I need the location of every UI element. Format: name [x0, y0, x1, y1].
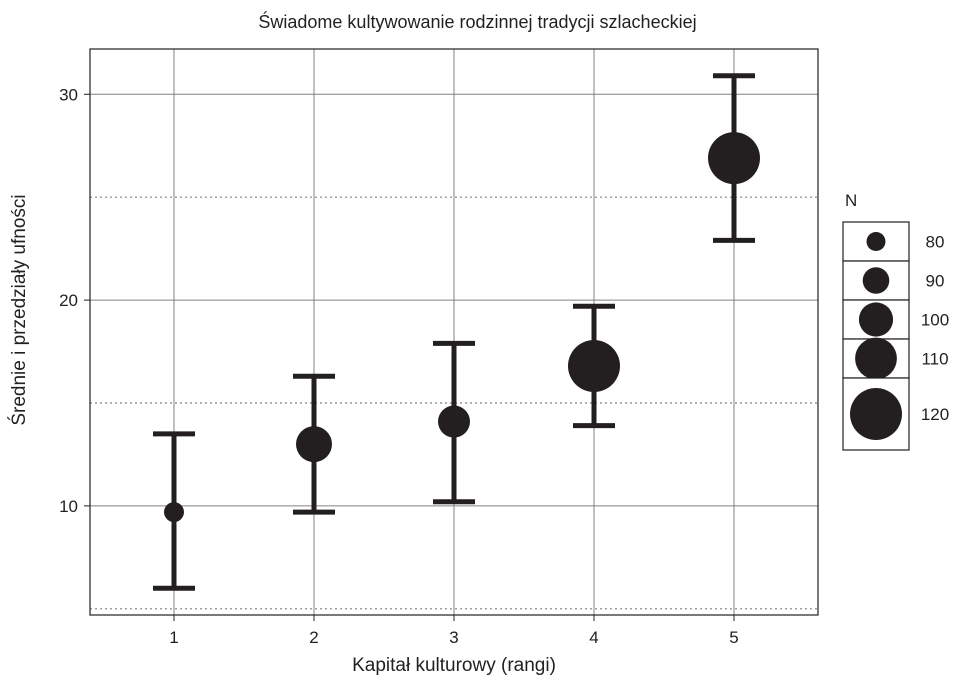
y-tick-label-0: 10	[59, 497, 78, 516]
x-axis-label: Kapitał kulturowy (rangi)	[352, 655, 556, 676]
plot-frame	[89, 48, 819, 616]
legend-label-90: 90	[926, 272, 945, 291]
mean-point-2	[296, 426, 332, 463]
x-tick-label-4: 5	[729, 628, 738, 647]
legend-label-120: 120	[921, 405, 949, 424]
legend-marker-90	[862, 267, 890, 294]
legend-marker-110	[855, 337, 897, 380]
mean-point-5	[708, 132, 760, 185]
legend-marker-100	[858, 302, 894, 337]
chart-title: Świadome kultywowanie rodzinnej tradycji…	[258, 12, 697, 32]
y-axis-label: Średnie i przedziały ufności	[9, 194, 30, 426]
y-tick-label-1: 20	[59, 291, 78, 310]
legend-label-80: 80	[926, 233, 945, 252]
x-tick-label-1: 2	[309, 628, 318, 647]
legend-label-100: 100	[921, 311, 949, 330]
y-tick-label-2: 30	[59, 85, 78, 104]
legend-marker-80	[866, 232, 886, 251]
mean-point-1	[164, 502, 184, 523]
x-tick-label-0: 1	[169, 628, 178, 647]
mean-point-4	[568, 339, 620, 392]
x-tick-label-3: 4	[589, 628, 598, 647]
mean-point-3	[438, 405, 470, 438]
legend-marker-120	[850, 388, 902, 440]
legend-label-110: 110	[921, 350, 948, 369]
legend-title: N	[845, 191, 858, 210]
x-tick-label-2: 3	[449, 628, 458, 647]
